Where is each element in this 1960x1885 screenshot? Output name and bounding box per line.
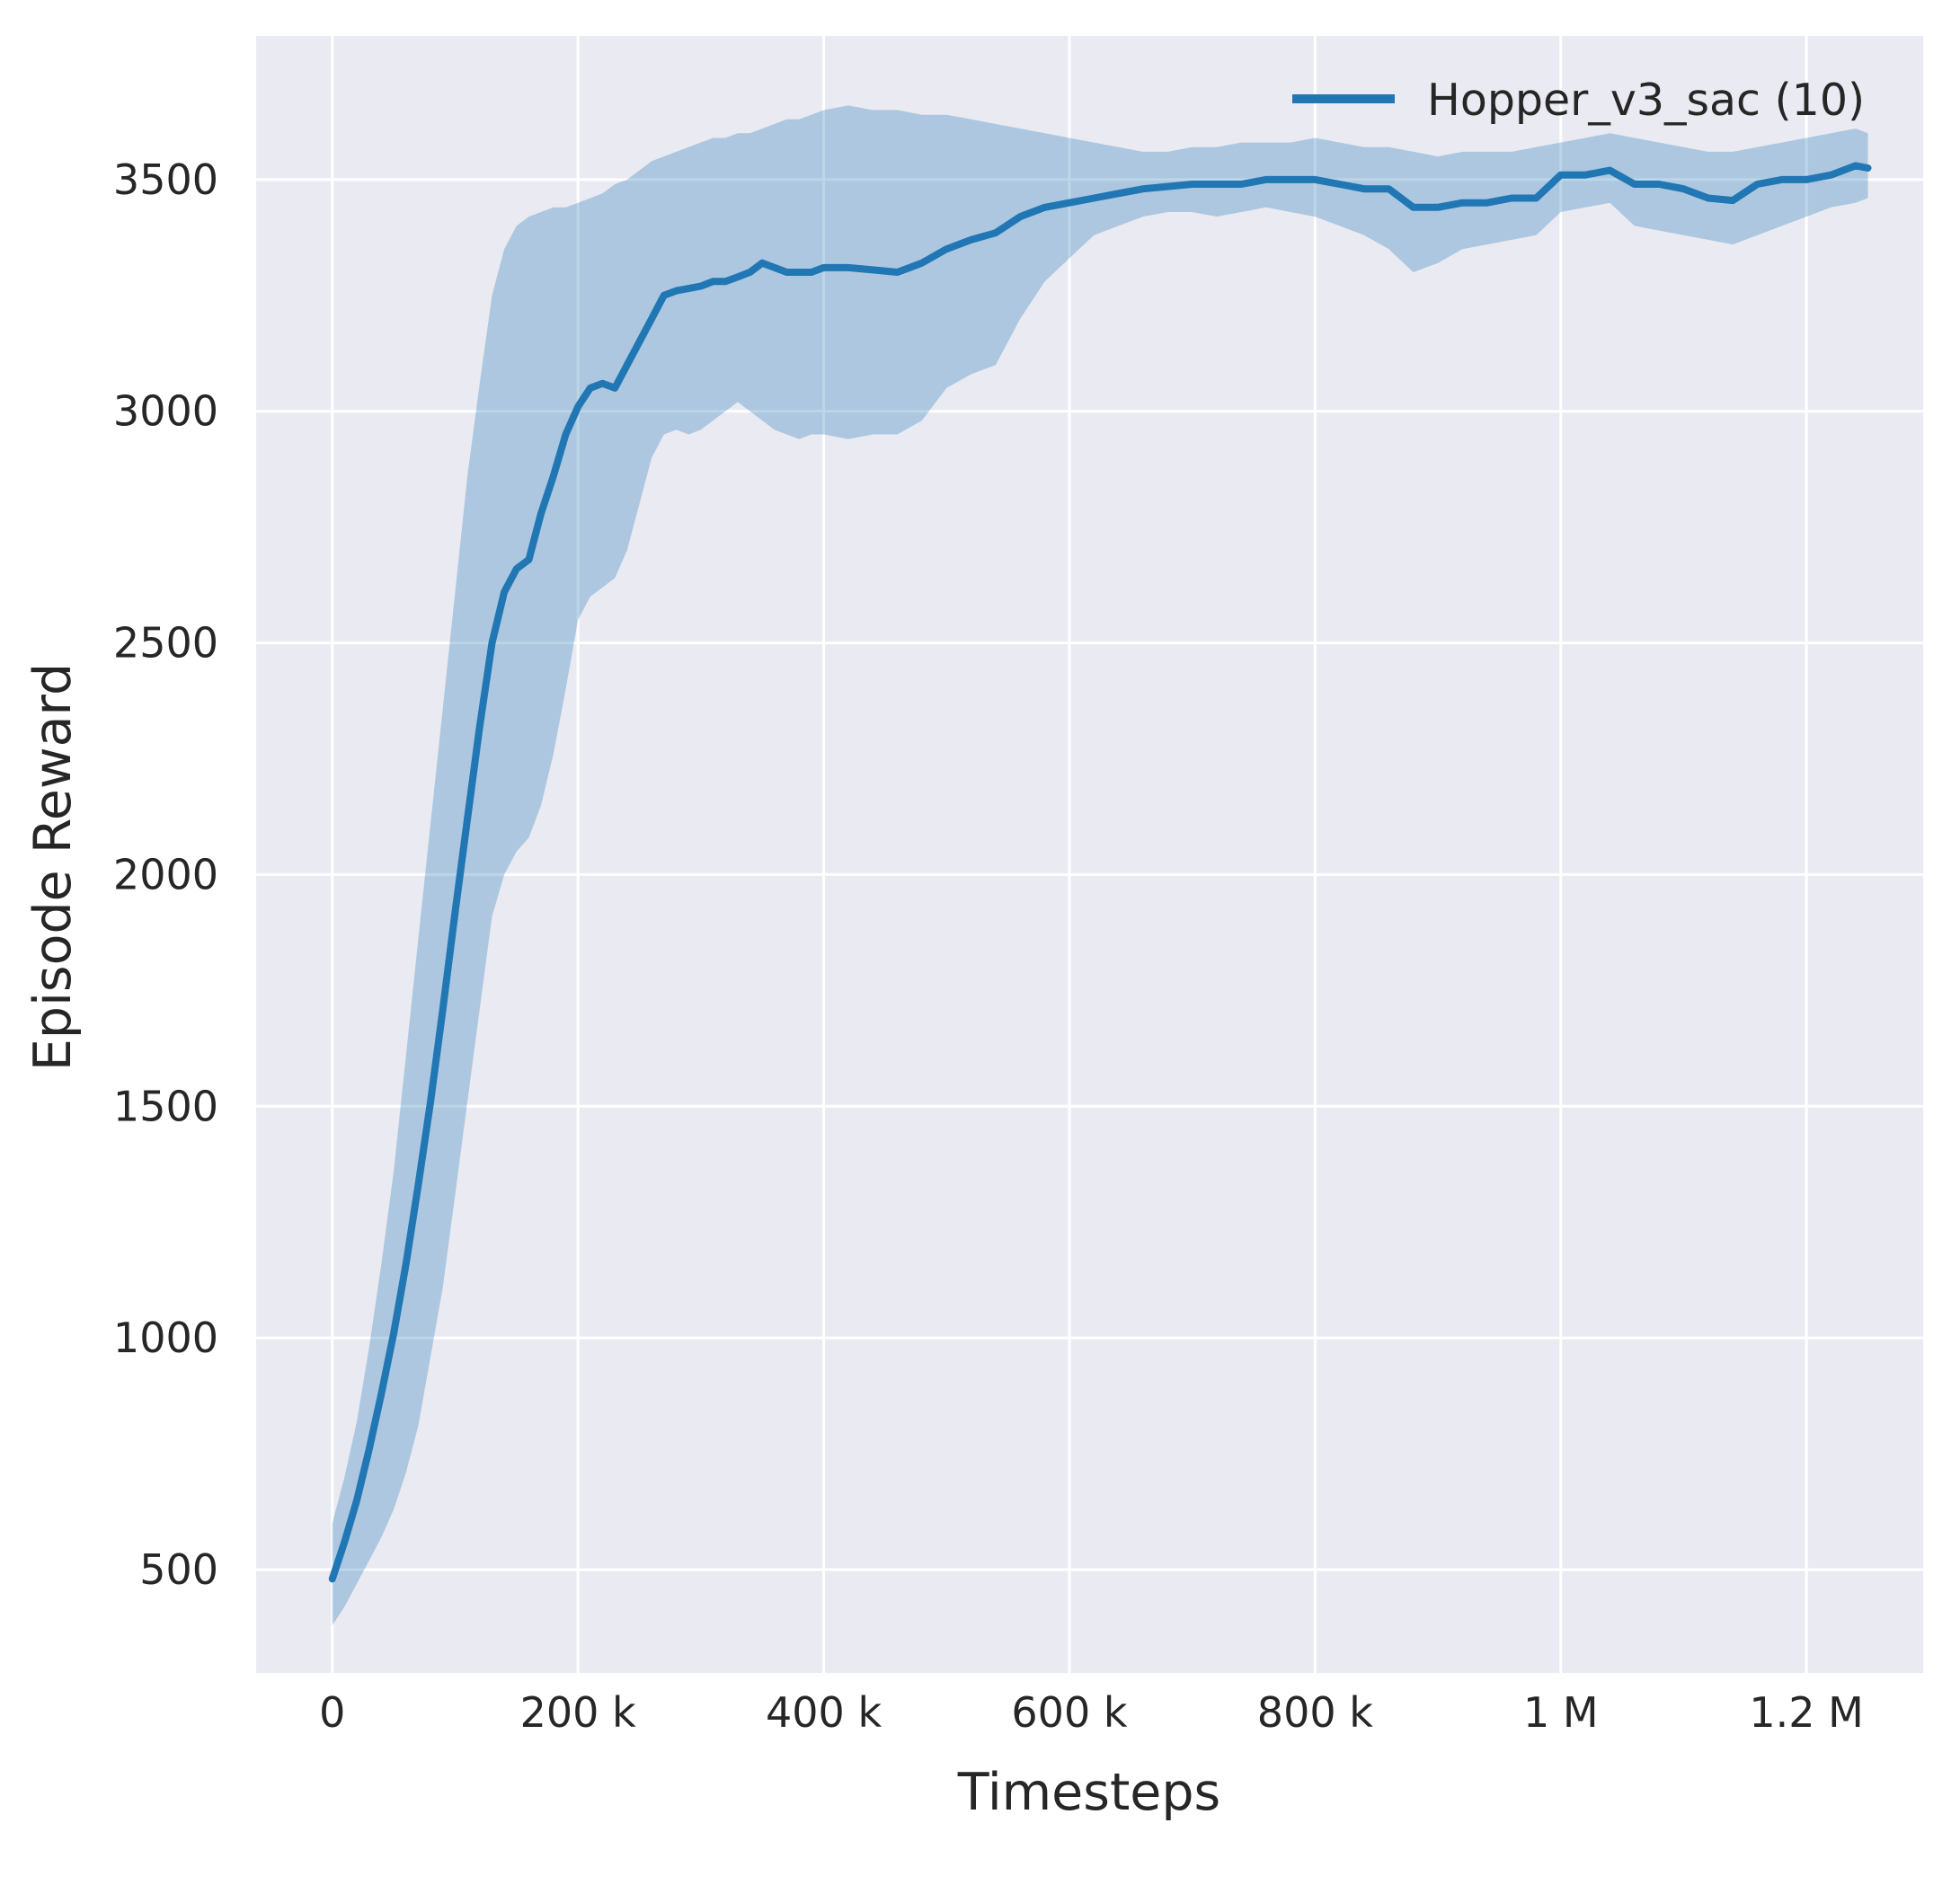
mean-reward-line — [328, 162, 1872, 1583]
y-tick-label: 3500 — [113, 155, 218, 204]
plot-area — [256, 36, 1923, 1673]
x-tick-label: 0 — [319, 1688, 345, 1737]
x-tick-label: 1.2 M — [1749, 1688, 1863, 1737]
y-tick-label: 2000 — [113, 850, 218, 898]
plot-layers: 0 200 k 400 k 600 k 800 k 1 M 1.2 M 500 1000 1500… — [113, 36, 1923, 1737]
y-tick-label: 1000 — [113, 1314, 218, 1362]
y-axis-label: Episode Reward — [23, 663, 83, 1071]
x-tick-label: 600 k — [1011, 1688, 1127, 1737]
y-tick-label: 500 — [139, 1545, 218, 1594]
legend: Hopper_v3_sac (10) — [1292, 75, 1865, 126]
y-tick-label: 3000 — [113, 387, 218, 436]
x-tick-label: 400 k — [766, 1688, 882, 1737]
x-axis-label: Timesteps — [957, 1763, 1221, 1822]
legend-label: Hopper_v3_sac (10) — [1427, 75, 1865, 126]
y-tick-label: 2500 — [113, 619, 218, 668]
x-tick-label: 1 M — [1523, 1688, 1599, 1737]
x-tick-label: 200 k — [520, 1688, 636, 1737]
x-tick-label: 800 k — [1257, 1688, 1373, 1737]
y-tick-label: 1500 — [113, 1082, 218, 1130]
